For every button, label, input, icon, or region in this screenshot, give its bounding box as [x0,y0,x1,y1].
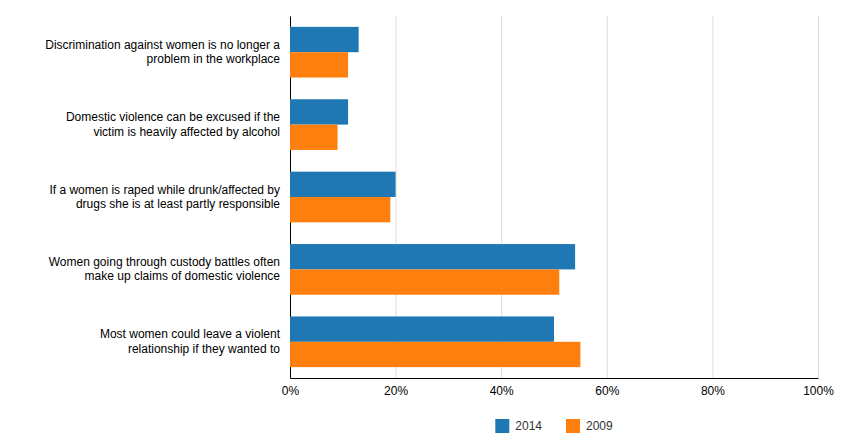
legend-swatch [566,419,580,433]
tick-label: 60% [595,384,619,398]
grid-line [818,16,819,378]
tick: Discrimination against women is no longe… [45,38,290,66]
bar [290,269,559,294]
tick-label: 0% [282,384,300,398]
tick-label: 100% [803,384,834,398]
category-label-line: Most women could leave a violent [100,327,281,341]
legend-item: 2009 [566,419,613,433]
legend-item: 2014 [495,419,542,433]
tick: Most women could leave a violentrelation… [100,327,290,355]
legend-label: 2014 [515,419,542,433]
legend-label: 2009 [586,419,613,433]
x-axis: 0% 20% 40% 60% 80% 100% [282,16,834,398]
grid-line [607,16,608,378]
chart: 0% 20% 40% 60% 80% 100% Discrimination against… [0,0,848,448]
category-label-line: If a women is raped while drunk/affected… [49,183,280,197]
tick-label: 40% [490,384,514,398]
tick: 80% [701,16,725,398]
category-label-line: victim is heavily affected by alcohol [93,125,280,139]
category-label: Women going through custody battles ofte… [49,255,281,283]
legend: 2014 2009 [495,419,613,433]
category-label-line: make up claims of domestic violence [85,269,281,283]
category-label-line: relationship if they wanted to [128,342,280,356]
grid-line [712,16,713,378]
tick-label: 80% [701,384,725,398]
tick: Women going through custody battles ofte… [49,255,290,283]
plot: 0% 20% 40% 60% 80% 100% Discrimination against… [45,16,834,398]
y-axis: Discrimination against women is no longe… [45,17,290,379]
category-label: Most women could leave a violentrelation… [100,327,281,355]
category-label: Domestic violence can be excused if thev… [66,110,280,138]
category-label: Discrimination against women is no longe… [45,38,280,66]
category-label-line: Women going through custody battles ofte… [49,255,280,269]
bar [290,52,348,77]
tick-label: 20% [384,384,408,398]
tick: 60% [595,16,619,398]
bar [290,197,390,222]
series [290,27,575,342]
axis-line [291,378,819,379]
category-label-line: Domestic violence can be excused if the [66,110,280,124]
bars [290,27,580,367]
bar [290,172,396,197]
tick: 100% [803,16,834,398]
bar [290,27,359,52]
bar [290,342,580,367]
legend-swatch [495,419,509,433]
series [290,52,580,367]
category-label-line: Discrimination against women is no longe… [45,38,280,52]
tick: Domestic violence can be excused if thev… [66,110,290,138]
bar [290,244,575,269]
category-label-line: drugs she is at least partly responsible [76,197,280,211]
bar [290,125,338,150]
category-label-line: problem in the workplace [147,52,281,66]
tick: If a women is raped while drunk/affected… [49,183,290,211]
category-label: If a women is raped while drunk/affected… [49,183,280,211]
bar [290,99,348,124]
bar [290,316,554,341]
